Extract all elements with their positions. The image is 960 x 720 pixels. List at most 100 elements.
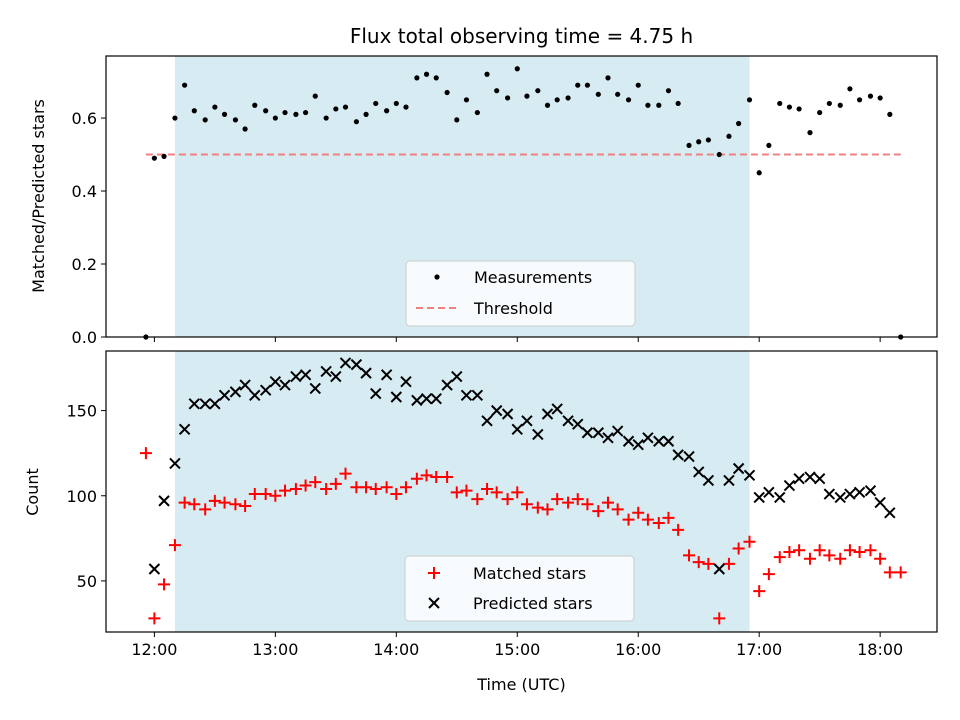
matched-star-point: [743, 535, 756, 548]
measurement-point: [575, 82, 581, 88]
measurement-point: [151, 155, 157, 161]
matched-star-point: [279, 484, 292, 497]
x-tick-label: 12:00: [131, 640, 177, 659]
matched-star-point: [380, 481, 393, 494]
predicted-star-point: [218, 389, 231, 401]
legend-threshold-label: Threshold: [473, 299, 553, 318]
legend-matched-marker: [428, 567, 440, 579]
matched-star-point: [622, 513, 635, 526]
predicted-star-point: [723, 474, 735, 487]
matched-star-point: [571, 493, 584, 506]
predicted-star-point: [864, 484, 877, 497]
matched-star-point: [460, 484, 473, 497]
predicted-star-point: [743, 469, 756, 482]
measurement-point: [766, 142, 772, 149]
predicted-star-point: [451, 370, 463, 383]
measurement-point: [221, 111, 228, 117]
predicted-star-point: [249, 389, 261, 401]
measurement-point: [172, 115, 178, 121]
matched-star-point: [601, 496, 614, 509]
measurement-point: [877, 95, 883, 101]
matched-star-point: [803, 552, 816, 565]
bottom-y-axis-label: Count: [23, 468, 42, 516]
measurement-point: [312, 93, 318, 99]
measurement-point: [323, 115, 329, 121]
predicted-star-point: [823, 488, 836, 500]
bottom-panel: 12:00 13:00 14:00 15:00 16:00 17:00 18:00 50 10…: [23, 350, 938, 694]
matched-star-point: [894, 566, 907, 579]
legend-predicted-marker: [428, 597, 440, 609]
predicted-star-point: [551, 403, 563, 415]
measurement-point: [716, 151, 722, 158]
measurement-point: [353, 119, 359, 125]
matched-star-point: [399, 481, 412, 494]
bottom-plot-frame: [105, 350, 938, 633]
measurement-point: [736, 120, 742, 127]
matched-star-point: [874, 552, 887, 565]
predicted-star-point: [611, 425, 624, 437]
x-tick-label: 13:00: [252, 640, 298, 659]
matched-star-point: [773, 551, 786, 564]
predicted-star-point: [783, 479, 796, 492]
matched-star-point: [702, 557, 715, 570]
predicted-star-point: [169, 457, 181, 470]
matched-star-point: [713, 612, 726, 625]
measurement-point: [454, 117, 460, 123]
measurement-point: [252, 102, 258, 108]
matched-star-point: [471, 493, 484, 506]
measurement-point: [686, 142, 692, 149]
matched-star-point: [430, 471, 443, 484]
predicted-star-point: [622, 435, 635, 447]
measurement-point: [535, 88, 541, 94]
top-y-tick-label: 0.0: [72, 328, 97, 347]
matched-star-point: [520, 498, 533, 511]
matched-star-point: [501, 493, 514, 506]
matched-star-point: [309, 476, 322, 489]
matched-star-point: [641, 513, 654, 526]
predicted-star-point: [874, 496, 886, 509]
matched-star-point: [420, 469, 433, 482]
measurement-point: [302, 109, 309, 116]
bot-y-tick-label: 50: [77, 572, 97, 591]
predicted-star-point: [642, 432, 654, 444]
predicted-star-point: [199, 398, 211, 410]
measurement-point: [524, 93, 530, 99]
predicted-star-point: [350, 358, 363, 371]
predicted-star-point: [400, 375, 412, 388]
measurement-point: [826, 100, 832, 107]
measurement-point: [182, 82, 188, 88]
measurement-point: [202, 117, 208, 123]
predicted-star-point: [662, 435, 675, 447]
matched-star-point: [541, 503, 554, 516]
predicted-star-point: [763, 486, 775, 499]
predicted-star-point: [380, 369, 393, 381]
measurement-point: [847, 86, 853, 92]
bot-y-tick-label: 100: [66, 487, 97, 506]
matched-star-point: [834, 552, 847, 565]
predicted-star-point: [813, 473, 826, 485]
matched-star-point: [369, 482, 382, 495]
matched-star-point: [531, 501, 544, 514]
matched-star-point: [562, 496, 575, 509]
measurement-point: [635, 82, 641, 88]
measurement-point: [675, 100, 681, 107]
top-plot-frame: [105, 55, 938, 338]
matched-star-point: [632, 506, 645, 519]
measurement-point: [595, 91, 601, 97]
measurement-point: [867, 93, 874, 99]
matched-star-point: [481, 482, 494, 495]
predicted-star-point: [572, 418, 584, 430]
predicted-star-point: [209, 398, 221, 410]
matched-star-point: [692, 556, 705, 569]
predicted-star-point: [390, 391, 403, 403]
measurement-point: [212, 104, 218, 110]
legend-measurements-label: Measurements: [474, 268, 592, 287]
matched-star-point: [551, 493, 564, 506]
measurement-point: [363, 111, 369, 117]
measurement-point: [777, 100, 783, 107]
measurement-point: [605, 75, 611, 81]
legend-measurements-marker: [434, 274, 440, 280]
predicted-star-point: [158, 495, 170, 507]
top-panel: 0.0 0.2 0.4 0.6 Matched/Predicted stars Mea…: [29, 55, 938, 347]
